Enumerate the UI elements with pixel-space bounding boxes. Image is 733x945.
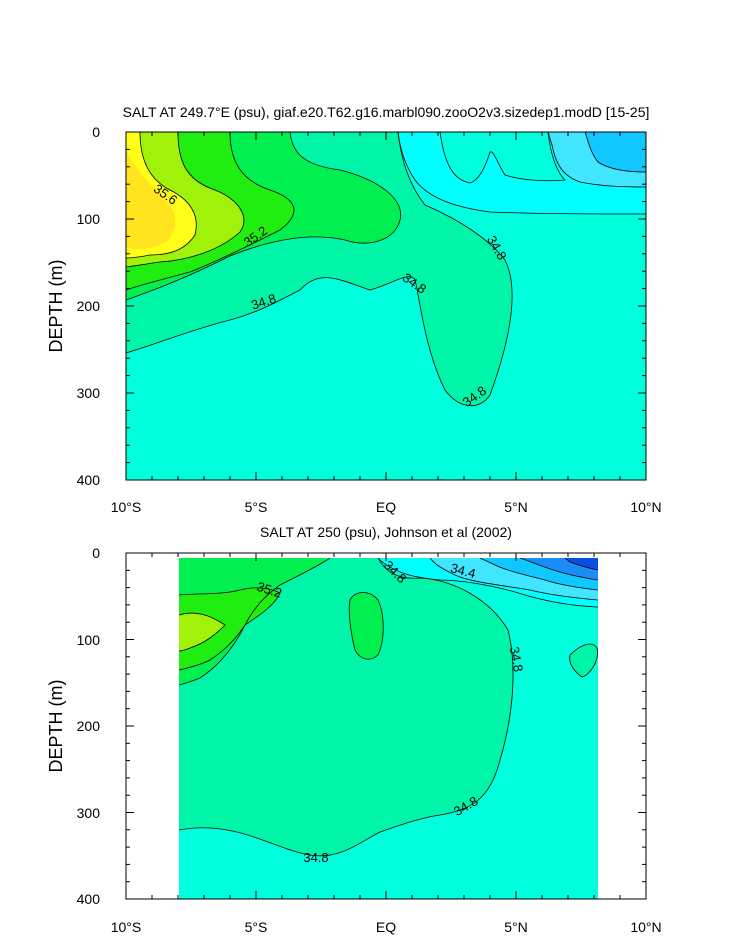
contour-34-4-line-2: [429, 558, 598, 601]
fill-34-8-region-2: [179, 558, 514, 856]
fill-low5-region-2: [565, 558, 598, 570]
x-tick-label: 10°N: [630, 499, 661, 515]
x-tick-label: 10°N: [630, 919, 661, 935]
contour-34-6-line-1: [397, 132, 646, 215]
contour-34-4-line-1: [547, 132, 646, 188]
x-tick-label: 10°S: [111, 919, 142, 935]
y-tick-label: 200: [77, 298, 101, 314]
panel-2-ticks: [125, 552, 647, 900]
panel-2-ylabel: DEPTH (m): [46, 680, 66, 773]
contour-35-0-line-1: [126, 132, 402, 301]
panel-1-title: SALT AT 249.7°E (psu), giaf.e20.T62.g16.…: [123, 104, 650, 120]
contour-34-6-line-2: [377, 558, 598, 608]
contour-34-0-line-2: [519, 558, 598, 581]
fill-35-8-region-1: [126, 150, 176, 250]
contour-island-line-2: [348, 592, 384, 660]
x-tick-label: 5°N: [504, 499, 528, 515]
contour-33-8-line-2: [564, 558, 598, 571]
y-tick-label: 100: [77, 632, 101, 648]
x-tick-label: 5°S: [245, 499, 268, 515]
y-tick-label: 300: [77, 805, 101, 821]
contour-label-35-2: 35.2: [255, 579, 284, 601]
panel-1-ylabel: DEPTH (m): [46, 260, 66, 353]
x-tick-label: 10°S: [111, 499, 142, 515]
panel-2-contour-fill: [179, 558, 598, 899]
fill-35-4-region-2: [179, 613, 225, 651]
x-tick-label: 5°S: [245, 919, 268, 935]
panel-2: SALT AT 250 (psu), Johnson et al (2002): [46, 524, 662, 935]
fill-35-2-region-2: [179, 587, 280, 670]
y-tick-label: 300: [77, 385, 101, 401]
x-tick-label: EQ: [376, 919, 396, 935]
contour-label-34-8-b: 34.8: [507, 645, 526, 673]
contour-34-8-line-2: [179, 558, 514, 857]
contour-34-2-line-2: [479, 558, 598, 591]
contour-35-2-line-1: [126, 132, 295, 291]
y-tick-label: 100: [77, 211, 101, 227]
x-tick-label: EQ: [376, 499, 396, 515]
contour-35-6-line-1: [126, 132, 197, 259]
contour-34-8-line-1: [126, 132, 513, 407]
contour-35-4-line-1: [126, 132, 245, 268]
contour-34-2-line-1: [584, 132, 646, 173]
contour-label-34-8-d: 34.8: [303, 850, 328, 865]
fill-low3-region-1: [585, 132, 646, 172]
contour-35-4-line-2: [179, 612, 226, 652]
fill-blob-2: [569, 644, 598, 677]
contour-label-34-8-a: 34.8: [249, 291, 278, 313]
y-tick-label: 0: [92, 545, 100, 561]
panel-2-title: SALT AT 250 (psu), Johnson et al (2002): [260, 524, 512, 540]
panel-1-ticks: [125, 131, 647, 481]
contour-label-34-4: 34.4: [449, 560, 477, 581]
y-tick-label: 0: [92, 124, 100, 140]
fill-35-0-island-2: [349, 592, 384, 660]
contour-35-2-line-2: [179, 587, 281, 671]
y-tick-label: 200: [77, 718, 101, 734]
panel-1-contour-fill: [126, 132, 646, 480]
contour-blob-line-2: [569, 643, 598, 678]
contour-bump-line-1: [439, 132, 566, 184]
panel-1: SALT AT 249.7°E (psu), giaf.e20.T62.g16.…: [46, 104, 662, 515]
x-tick-label: 5°N: [504, 919, 528, 935]
fill-bump-1: [440, 132, 565, 183]
y-tick-label: 400: [77, 472, 101, 488]
y-tick-label: 400: [77, 891, 101, 907]
